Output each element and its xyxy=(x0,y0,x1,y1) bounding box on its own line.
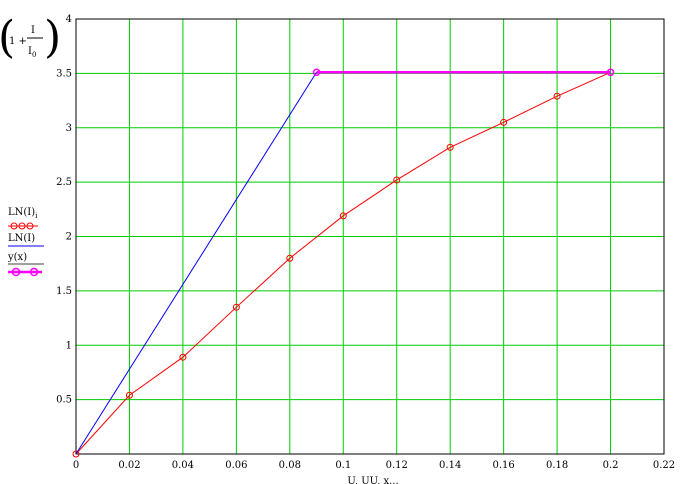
y-tick-labels: 0.5 1 1.5 2 2.5 3 3.5 4 xyxy=(56,14,72,406)
ylabel-right-paren: ) xyxy=(44,12,61,63)
y-tick-label-2: 1.5 xyxy=(56,286,72,297)
series-2-point-1 xyxy=(606,68,615,77)
x-tick-label-10: 0.2 xyxy=(603,460,619,471)
series-0-point-6 xyxy=(393,176,401,184)
y-tick-label-4: 2.5 xyxy=(56,177,72,188)
series-0-point-4 xyxy=(286,254,294,262)
x-tick-label-2: 0.04 xyxy=(172,460,194,471)
y-tick-label-7: 4 xyxy=(66,14,72,25)
series-0-point-7 xyxy=(446,143,454,151)
y-tick-label-3: 2 xyxy=(66,232,72,243)
series-0-point-0 xyxy=(72,450,80,458)
x-tick-label-4: 0.08 xyxy=(279,460,301,471)
ylabel-numerator: I xyxy=(31,25,35,36)
y-tick-label-5: 3 xyxy=(66,123,72,134)
legend-label-series-0: LN(I)i xyxy=(8,207,38,220)
y-tick-label-6: 3.5 xyxy=(56,68,72,79)
ylabel-left-paren: ( xyxy=(0,12,15,63)
x-tick-labels: 0 0.02 0.04 0.06 0.08 0.1 0.12 0.14 0.16 0.18 0.2 0… xyxy=(73,460,675,471)
ylabel-prefix: 1 + xyxy=(9,36,27,47)
series-0-point-9 xyxy=(553,92,561,100)
x-tick-label-5: 0.1 xyxy=(335,460,351,471)
series-0-point-1 xyxy=(125,391,133,399)
x-tick-label-0: 0 xyxy=(73,460,79,471)
series-group xyxy=(72,68,615,458)
series-2-point-0 xyxy=(312,68,321,77)
y-tick-label-0: 0.5 xyxy=(56,395,72,406)
plot-frame xyxy=(75,18,665,455)
legend-symbol-series-2 xyxy=(8,267,42,277)
legend-label-series-1: LN(I) xyxy=(8,233,35,244)
series-0-point-3 xyxy=(232,303,240,311)
x-tick-label-11: 0.22 xyxy=(653,460,675,471)
legend-marker-2-0 xyxy=(11,267,21,277)
x-axis-label: U, UU, x... xyxy=(347,476,398,484)
y-axis-label: ( 1 + I I0 ) xyxy=(0,12,61,63)
series-line-0 xyxy=(75,71,611,455)
series-0-point-2 xyxy=(179,353,187,361)
x-tick-label-9: 0.18 xyxy=(546,460,568,471)
x-tick-label-8: 0.16 xyxy=(493,460,515,471)
x-tick-label-3: 0.06 xyxy=(225,460,247,471)
ylabel-denominator: I0 xyxy=(28,46,36,59)
legend-label-series-2: y(x) xyxy=(7,252,27,263)
series-0-point-8 xyxy=(500,118,508,126)
grid xyxy=(76,19,664,454)
y-tick-label-1: 1 xyxy=(66,340,72,351)
legend-symbol-series-0 xyxy=(8,222,38,230)
legend-marker-2-1 xyxy=(29,267,39,277)
series-0-point-5 xyxy=(339,212,347,220)
x-tick-label-6: 0.12 xyxy=(386,460,408,471)
legend: LN(I)i LN(I) y(x) xyxy=(7,207,44,277)
x-tick-label-7: 0.14 xyxy=(439,460,461,471)
series-line-1 xyxy=(75,72,317,455)
x-tick-label-1: 0.02 xyxy=(118,460,140,471)
